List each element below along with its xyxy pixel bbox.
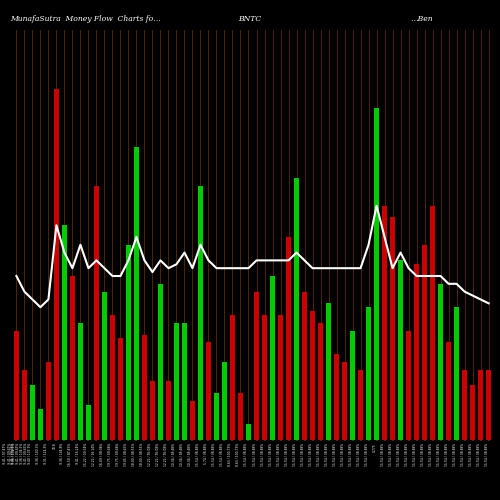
- Bar: [134, 147, 138, 440]
- Bar: [62, 225, 66, 440]
- Bar: [150, 382, 154, 440]
- Bar: [398, 260, 403, 440]
- Bar: [230, 315, 234, 440]
- Bar: [390, 218, 395, 440]
- Bar: [126, 245, 130, 440]
- Bar: [182, 323, 186, 440]
- Bar: [94, 186, 98, 440]
- Bar: [254, 292, 258, 440]
- Bar: [22, 370, 26, 440]
- Bar: [78, 323, 82, 440]
- Bar: [382, 206, 387, 440]
- Bar: [302, 292, 306, 440]
- Bar: [318, 323, 322, 440]
- Bar: [438, 284, 443, 440]
- Bar: [166, 382, 170, 440]
- Bar: [110, 315, 114, 440]
- Bar: [270, 276, 274, 440]
- Bar: [446, 342, 451, 440]
- Bar: [350, 330, 354, 440]
- Bar: [470, 386, 475, 440]
- Bar: [462, 370, 467, 440]
- Bar: [358, 370, 362, 440]
- Bar: [54, 88, 58, 440]
- Bar: [486, 370, 491, 440]
- Bar: [422, 245, 427, 440]
- Bar: [334, 354, 338, 440]
- Bar: [158, 284, 162, 440]
- Bar: [30, 386, 34, 440]
- Bar: [222, 362, 226, 440]
- Bar: [414, 264, 419, 440]
- Bar: [118, 338, 122, 440]
- Text: BNTC: BNTC: [238, 15, 262, 23]
- Bar: [46, 362, 50, 440]
- Bar: [198, 186, 202, 440]
- Bar: [278, 315, 282, 440]
- Bar: [70, 276, 74, 440]
- Bar: [294, 178, 298, 440]
- Bar: [238, 393, 242, 440]
- Bar: [406, 330, 411, 440]
- Bar: [142, 334, 146, 440]
- Bar: [86, 405, 90, 440]
- Bar: [102, 292, 106, 440]
- Bar: [14, 330, 18, 440]
- Bar: [342, 362, 346, 440]
- Bar: [454, 307, 459, 440]
- Bar: [366, 307, 370, 440]
- Bar: [206, 342, 210, 440]
- Bar: [478, 370, 483, 440]
- Bar: [326, 304, 330, 440]
- Text: MunafaSutra  Money Flow  Charts fo…: MunafaSutra Money Flow Charts fo…: [10, 15, 161, 23]
- Bar: [262, 315, 266, 440]
- Bar: [214, 393, 218, 440]
- Bar: [174, 323, 178, 440]
- Text: …Ben: …Ben: [410, 15, 432, 23]
- Bar: [38, 409, 42, 440]
- Bar: [286, 237, 290, 440]
- Bar: [246, 424, 250, 440]
- Bar: [374, 108, 379, 440]
- Bar: [310, 311, 314, 440]
- Bar: [430, 206, 435, 440]
- Bar: [190, 401, 194, 440]
